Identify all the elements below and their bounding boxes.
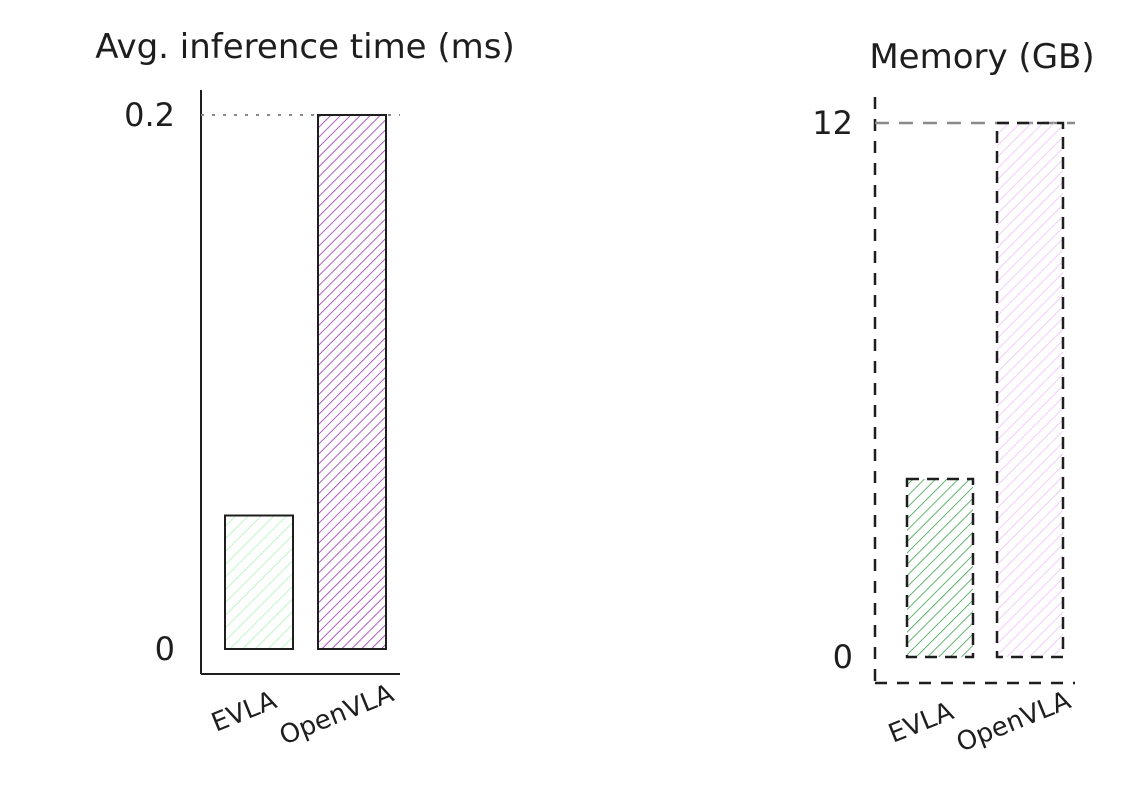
x-tick-label-openvla: OpenVLA [275, 679, 398, 752]
chart-title: Memory (GB) [869, 37, 1094, 77]
x-tick-label-evla: EVLA [207, 685, 281, 738]
chart-memory: Memory (GB) 0 12 EVLA OpenVLA [812, 37, 1094, 758]
y-tick-label: 0 [155, 630, 175, 668]
bar-evla [224, 514, 294, 650]
bar-evla [905, 477, 975, 659]
bar-openvla [317, 114, 387, 650]
chart-title: Avg. inference time (ms) [95, 27, 515, 67]
chart-inference-time: Avg. inference time (ms) 0 0.2 EVLA Open… [95, 27, 515, 751]
x-tick-label-openvla: OpenVLA [952, 686, 1075, 759]
y-tick-label: 0.2 [124, 96, 175, 134]
bar-openvla [995, 121, 1065, 659]
y-tick-label: 0 [833, 638, 853, 676]
y-tick-label: 12 [812, 104, 853, 142]
x-tick-label-evla: EVLA [884, 696, 958, 749]
